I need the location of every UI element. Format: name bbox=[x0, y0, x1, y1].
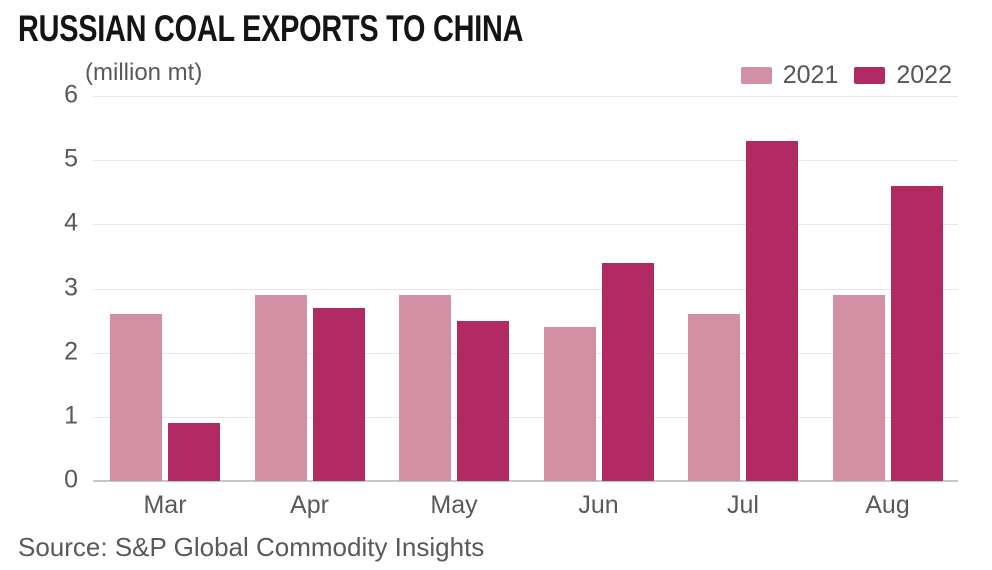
gridline-0 bbox=[93, 480, 958, 482]
gridline-2 bbox=[93, 352, 958, 354]
gridline-4 bbox=[93, 224, 958, 226]
x-axis-label-may: May bbox=[430, 491, 478, 519]
bar-2021-may bbox=[399, 294, 451, 481]
x-axis-label-jul: Jul bbox=[727, 491, 759, 519]
y-axis: 0 1 2 3 4 5 6 bbox=[0, 82, 78, 492]
y-axis-label-2: 2 bbox=[64, 337, 78, 366]
legend-swatch-2021 bbox=[740, 67, 772, 84]
gridline-5 bbox=[93, 160, 958, 162]
bar-2021-jun bbox=[543, 327, 596, 481]
bar-2022-apr bbox=[312, 307, 365, 481]
bar-2021-apr bbox=[254, 294, 307, 481]
y-axis-label-5: 5 bbox=[64, 144, 78, 173]
bar-group-jul: Jul bbox=[688, 96, 798, 518]
x-axis-label-mar: Mar bbox=[143, 491, 187, 519]
gridline-3 bbox=[93, 288, 958, 290]
legend-label-2022: 2022 bbox=[896, 61, 952, 89]
bar-group-jun: Jun bbox=[543, 96, 654, 518]
bar-2022-mar bbox=[168, 423, 220, 481]
legend: 2021 2022 bbox=[740, 61, 952, 89]
bar-2021-mar bbox=[110, 314, 162, 481]
gridline-6 bbox=[93, 96, 958, 97]
y-axis-label-6: 6 bbox=[64, 80, 78, 109]
bar-2022-jul bbox=[746, 140, 798, 481]
plot-area: Mar Apr May Jun Jul Aug bbox=[93, 96, 958, 518]
x-axis-label-apr: Apr bbox=[290, 491, 329, 519]
x-axis-label-jun: Jun bbox=[578, 491, 619, 519]
x-axis-label-aug: Aug bbox=[865, 491, 910, 519]
bar-group-apr: Apr bbox=[254, 96, 365, 518]
legend-swatch-2022 bbox=[854, 67, 886, 84]
chart-unit-label: (million mt) bbox=[85, 59, 203, 86]
bar-group-may: May bbox=[399, 96, 509, 518]
y-axis-label-4: 4 bbox=[64, 208, 78, 237]
y-axis-label-3: 3 bbox=[64, 273, 78, 301]
bar-2022-aug bbox=[890, 185, 943, 481]
y-axis-label-1: 1 bbox=[64, 401, 78, 430]
chart-title: RUSSIAN COAL EXPORTS TO CHINA bbox=[18, 8, 524, 49]
source-attribution: Source: S&P Global Commodity Insights bbox=[18, 532, 485, 562]
bar-group-mar: Mar bbox=[110, 96, 220, 518]
bar-group-aug: Aug bbox=[832, 96, 943, 518]
legend-item-2022: 2022 bbox=[854, 63, 952, 88]
legend-label-2021: 2021 bbox=[782, 61, 839, 89]
bar-2021-jul bbox=[688, 314, 740, 481]
gridline-1 bbox=[93, 416, 958, 418]
legend-item-2021: 2021 bbox=[740, 61, 839, 89]
bar-2022-may bbox=[457, 320, 509, 481]
bar-2022-jun bbox=[601, 262, 654, 481]
bar-2021-aug bbox=[832, 294, 885, 481]
y-axis-label-0: 0 bbox=[64, 465, 78, 494]
